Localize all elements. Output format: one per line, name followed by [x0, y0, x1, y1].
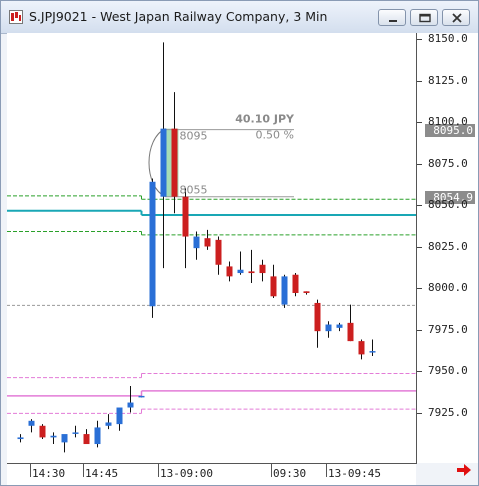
y-axis-tick — [417, 163, 422, 165]
minimize-button[interactable] — [378, 9, 406, 26]
candle-body — [226, 266, 233, 277]
y-axis-label: 8050.0 — [428, 198, 468, 211]
price-box-selection: 8095.0 — [425, 124, 475, 138]
candle-body — [39, 425, 46, 438]
candle-body — [270, 276, 277, 297]
restore-icon — [419, 13, 431, 23]
candle-body — [325, 324, 332, 332]
candle-body — [215, 239, 222, 265]
close-icon — [452, 13, 462, 23]
y-axis-tick — [417, 80, 422, 82]
x-axis-separator — [30, 464, 31, 477]
y-axis-tick — [417, 412, 422, 414]
measure-diff-label: 40.10 JPY — [235, 113, 295, 126]
candle-body — [204, 238, 211, 247]
x-axis-separator — [83, 464, 84, 477]
candle-body — [160, 128, 167, 197]
candle-body — [17, 437, 24, 440]
price-axis[interactable]: 8095.0 8054.9 8150.0 8125.0 8100.0 8075.0 80… — [417, 32, 478, 463]
y-axis-label: 8075.0 — [428, 156, 468, 170]
measure-from-price: 8055 — [180, 184, 208, 197]
candle-body — [248, 271, 255, 274]
candle-body — [358, 341, 365, 355]
close-button[interactable] — [442, 9, 470, 26]
candle-body — [127, 402, 134, 408]
y-axis-tick — [417, 288, 422, 289]
measure-bracket — [148, 128, 166, 198]
y-axis-label: 7925.0 — [428, 405, 468, 419]
candle-body — [149, 181, 156, 307]
maximize-button[interactable] — [410, 9, 438, 26]
price-box-last: 8054.9 — [425, 190, 475, 204]
candle-body — [116, 407, 123, 425]
candle-body — [281, 276, 288, 305]
x-axis-label: 14:30 — [32, 467, 66, 480]
candle-body — [237, 269, 244, 274]
time-axis[interactable]: 14:30 14:45 13-09:00 09:30 13-09:45 — [7, 464, 416, 485]
y-axis-label: 7950.0 — [428, 364, 468, 377]
candle-body — [83, 434, 90, 445]
y-axis-tick — [417, 205, 422, 206]
x-axis-label: 09:30 — [273, 467, 307, 480]
x-axis-label: 14:45 — [85, 467, 119, 480]
y-axis-tick — [417, 371, 422, 372]
candle-body — [303, 291, 310, 293]
candle-body — [72, 432, 79, 434]
y-axis-label: 8125.0 — [428, 73, 468, 87]
y-axis-tick — [417, 329, 422, 331]
y-axis-label: 8150.0 — [428, 32, 468, 45]
candle-body — [94, 427, 101, 445]
candle-body — [347, 322, 354, 342]
x-axis-separator — [326, 464, 327, 477]
candle-body — [138, 395, 145, 398]
candlestick-chart[interactable]: 40.10 JPY 0.50 % 8095 8055 — [7, 33, 416, 463]
x-axis-label: 13-09:00 — [160, 467, 213, 480]
y-axis-label: 8100.0 — [428, 115, 468, 128]
candle-body — [292, 274, 299, 293]
price-chart-area[interactable]: 40.10 JPY 0.50 % 8095 8055 — [7, 33, 417, 464]
x-axis-separator — [158, 464, 159, 477]
x-axis-separator — [271, 464, 272, 477]
y-axis-label: 7975.0 — [428, 322, 468, 336]
y-axis-tick — [417, 39, 422, 40]
candle-body — [182, 196, 189, 237]
y-axis-tick — [417, 122, 422, 123]
candle-body — [50, 435, 57, 438]
y-axis-label: 8000.0 — [428, 281, 468, 294]
measure-to-price: 8095 — [180, 130, 208, 143]
y-axis-label: 8025.0 — [428, 239, 468, 253]
measure-pct-label: 0.50 % — [256, 129, 294, 142]
minimize-icon — [389, 20, 397, 22]
candle-body — [61, 434, 68, 443]
candle-body — [369, 351, 376, 353]
scroll-right-arrow-icon[interactable] — [456, 463, 472, 477]
candle-body — [28, 420, 35, 426]
title-bar[interactable]: S.JPJ9021 - West Japan Railway Company, … — [1, 1, 478, 34]
chart-app-icon — [9, 10, 23, 24]
y-axis-tick — [417, 246, 422, 248]
candle-body — [259, 264, 266, 274]
candle-body — [171, 128, 178, 197]
x-axis-label: 13-09:45 — [328, 467, 381, 480]
candle-body — [314, 302, 321, 332]
candle-body — [336, 324, 343, 328]
candle-body — [193, 236, 200, 249]
candle-body — [105, 422, 112, 426]
window-title: S.JPJ9021 - West Japan Railway Company, … — [29, 9, 328, 24]
